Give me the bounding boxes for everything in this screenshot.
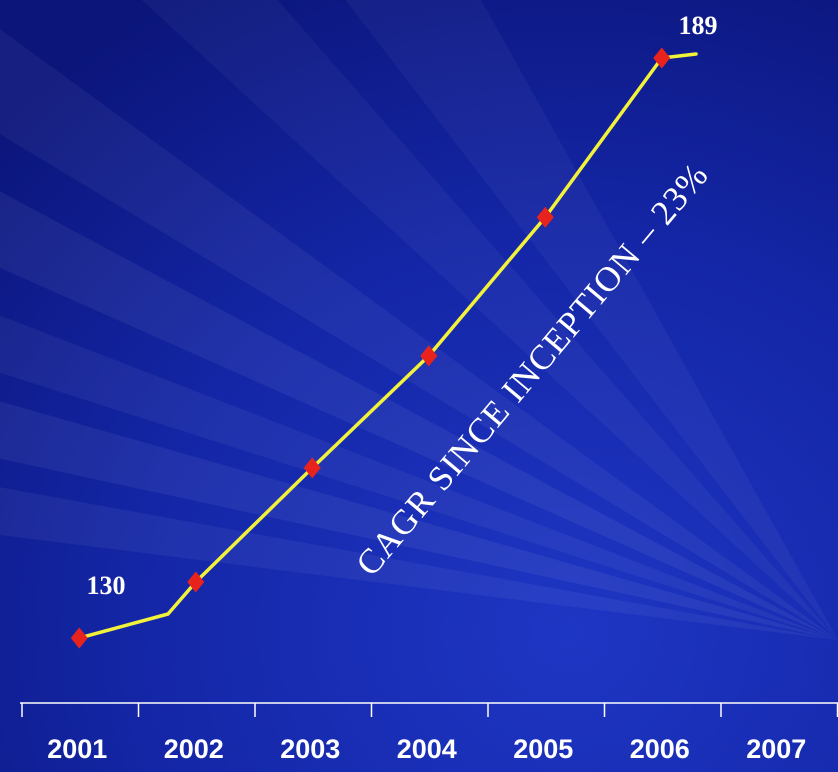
data-label: 130 bbox=[87, 571, 126, 600]
background-ray bbox=[0, 29, 838, 640]
series-marker bbox=[187, 571, 205, 593]
x-tick-label: 2007 bbox=[746, 734, 806, 764]
x-tick-label: 2002 bbox=[164, 734, 224, 764]
x-tick-labels: 2001 2002 2003 2004 2005 2006 2007 bbox=[47, 734, 806, 764]
series-markers bbox=[70, 47, 671, 649]
series-marker bbox=[536, 206, 554, 228]
x-tick-label: 2004 bbox=[397, 734, 457, 764]
background-ray bbox=[0, 191, 838, 640]
background-ray bbox=[0, 401, 838, 640]
data-labels: 130 189 bbox=[87, 11, 718, 600]
background-ray bbox=[0, 487, 838, 640]
background-ray bbox=[141, 0, 838, 640]
data-label: 189 bbox=[679, 11, 718, 40]
x-tick-label: 2003 bbox=[280, 734, 340, 764]
series-line bbox=[77, 52, 698, 640]
x-tick-label: 2006 bbox=[630, 734, 690, 764]
series-marker bbox=[420, 345, 438, 367]
background-ray bbox=[345, 0, 838, 640]
background-ray bbox=[0, 315, 838, 640]
x-tick-label: 2005 bbox=[513, 734, 573, 764]
series-marker bbox=[70, 627, 88, 649]
series-marker bbox=[303, 457, 321, 479]
background-rays bbox=[0, 0, 838, 640]
x-tick-label: 2001 bbox=[47, 734, 107, 764]
series-marker bbox=[653, 47, 671, 69]
